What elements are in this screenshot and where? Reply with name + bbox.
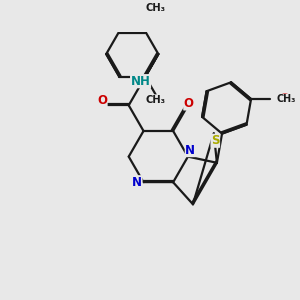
Text: CH₃: CH₃ — [277, 94, 296, 104]
Text: NH: NH — [130, 75, 151, 88]
Text: N: N — [185, 144, 195, 157]
Text: O: O — [184, 97, 194, 110]
Text: O: O — [280, 92, 290, 105]
Text: CH₃: CH₃ — [146, 95, 166, 105]
Text: O: O — [97, 94, 107, 107]
Text: S: S — [211, 134, 220, 147]
Text: N: N — [132, 176, 142, 189]
Text: CH₃: CH₃ — [146, 3, 166, 13]
